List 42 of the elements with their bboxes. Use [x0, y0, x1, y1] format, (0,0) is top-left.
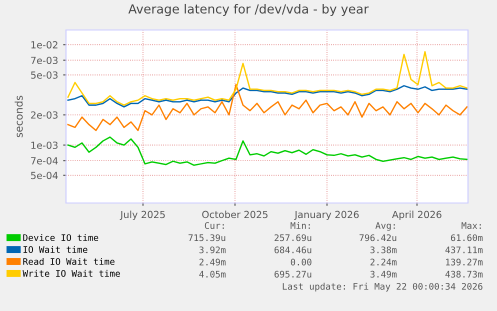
text: Cur:	[204, 222, 224, 229]
x-tick-label: July 2025	[120, 210, 165, 220]
text: 715.39u	[188, 234, 226, 242]
text: 2.24m	[370, 258, 397, 266]
text: Max:	[462, 222, 481, 229]
line-series	[67, 85, 468, 108]
text: 2.49m	[199, 258, 226, 266]
text: Avg:	[375, 222, 395, 231]
line-series	[67, 84, 468, 132]
y-tick-label: 7e-03	[31, 56, 58, 64]
legend-label: Write IO Wait time	[22, 270, 120, 277]
legend-label: Read IO Wait time	[23, 258, 115, 265]
text: 438.73m	[445, 270, 483, 278]
text: 3.38m	[370, 246, 397, 254]
y-tick-label: 2e-03	[31, 111, 58, 119]
line-series	[67, 136, 468, 166]
y-tick-label: 1e-03	[31, 142, 58, 149]
line-series	[67, 51, 468, 106]
y-tick-label: 7e-04	[31, 157, 58, 164]
text: 4.05m	[199, 270, 226, 278]
x-tick-label: January 2026	[294, 210, 359, 220]
text: 61.60m	[450, 234, 483, 242]
y-axis-title: seconds	[14, 96, 23, 138]
text: Last update: Fri May 22 00:00:34 2026	[282, 282, 482, 292]
y-tick-label: 5e-03	[31, 71, 58, 79]
text: 0.00	[290, 258, 312, 266]
text: 684.46u	[274, 246, 312, 254]
text: 139.27m	[446, 258, 483, 266]
text: 695.27u	[274, 270, 312, 278]
legend-label: IO Wait time	[24, 246, 88, 253]
text: 437.11m	[445, 246, 483, 254]
legend-label: Device IO time	[23, 234, 98, 242]
y-tick-label: 5e-04	[31, 172, 58, 180]
text: 3.49m	[370, 270, 397, 278]
x-tick-label: April 2026	[392, 210, 442, 220]
text: 796.42u	[360, 234, 396, 242]
y-tick-label: 1e-02	[31, 41, 58, 49]
x-tick-label: October 2025	[202, 210, 268, 218]
text: Min:	[290, 222, 310, 229]
chart-title: Average latency for /dev/vda - by year	[128, 4, 369, 16]
text: 3.92m	[199, 246, 226, 254]
text: 257.69u	[274, 234, 312, 242]
